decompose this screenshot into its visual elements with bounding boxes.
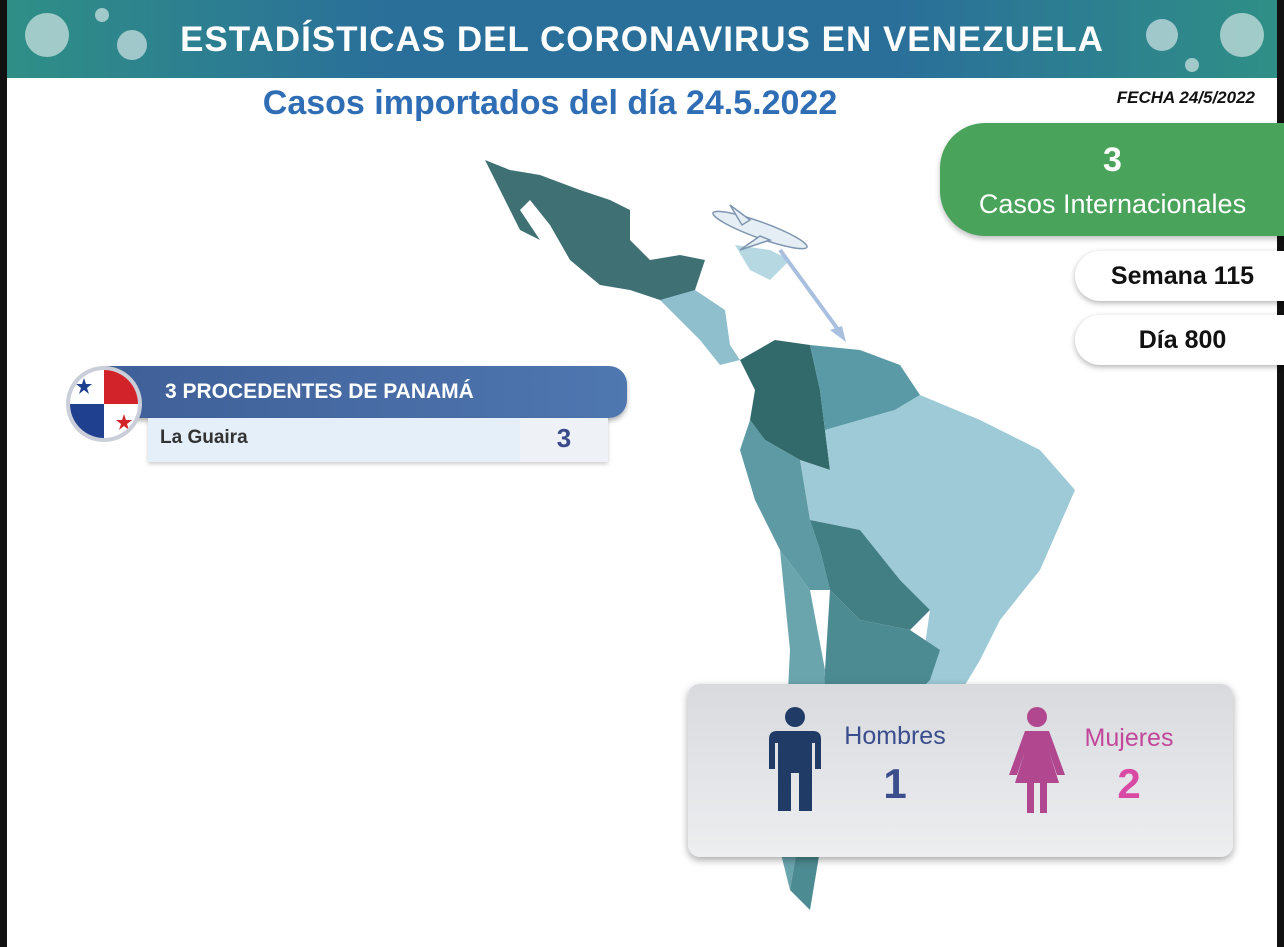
total-card: 3 Casos Internacionales [940,123,1284,236]
date: FECHA 24/5/2022 [1116,88,1255,107]
subtitle: Casos importados del día 24.5.2022 [262,84,838,122]
men-value: 1 [883,760,907,807]
total-label: Casos Internacionales [978,189,1247,219]
women-label: Mujeres [1084,724,1174,752]
total-value: 3 [1103,141,1122,179]
man-icon [769,707,821,811]
panama-flag [66,366,142,442]
state-name: La Guaira [160,427,248,448]
men-label: Hombres [844,722,946,750]
origin-header [105,366,627,418]
origin-title: 3 PROCEDENTES DE PANAMÁ [165,380,474,403]
edge [0,0,7,947]
week-pill: Semana 115 [1075,251,1284,301]
virus-decor [25,8,1264,72]
origin-row-number [520,418,608,462]
edge [1277,0,1284,947]
day-pill: Día 800 [1075,315,1284,365]
banner-title: ESTADÍSTICAS DEL CORONAVIRUS EN VENEZUEL… [180,20,1104,59]
woman-icon [1009,707,1065,813]
women-value: 2 [1117,760,1141,807]
state-cases: 3 [556,423,572,453]
banner [7,0,1277,78]
